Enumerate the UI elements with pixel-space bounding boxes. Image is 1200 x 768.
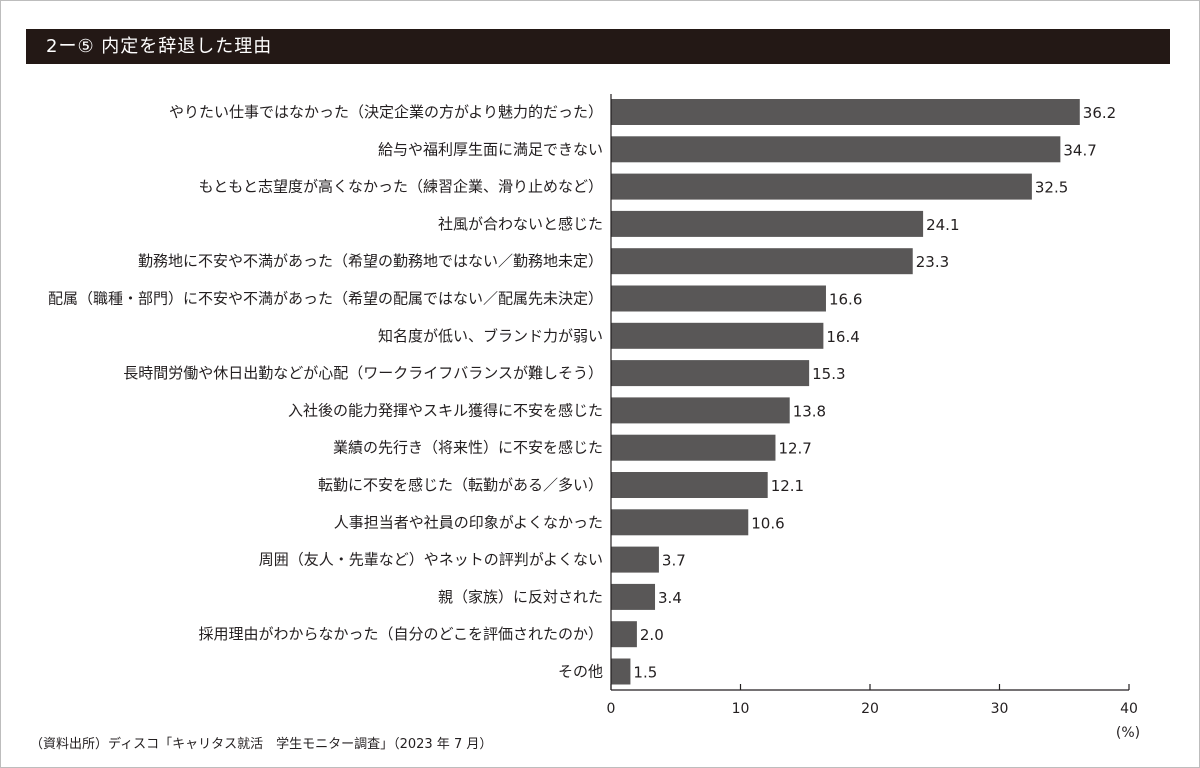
category-label: 業績の先行き（将来性）に不安を感じた xyxy=(333,439,603,457)
category-label: 周囲（友人・先輩など）やネットの評判がよくない xyxy=(259,551,603,569)
value-label: 12.1 xyxy=(771,477,804,495)
category-label: 知名度が低い、ブランド力が弱い xyxy=(378,327,603,345)
value-label: 3.4 xyxy=(658,589,682,607)
value-label: 15.3 xyxy=(812,365,845,383)
bar xyxy=(611,621,637,648)
category-label: もともと志望度が高くなかった（練習企業、滑り止めなど） xyxy=(199,178,603,196)
value-label: 36.2 xyxy=(1083,104,1116,122)
value-label: 24.1 xyxy=(926,216,959,234)
unit-label: (%) xyxy=(1116,725,1140,741)
value-label: 32.5 xyxy=(1035,179,1068,197)
bar xyxy=(611,99,1080,125)
bar xyxy=(611,173,1032,200)
category-label: 長時間労働や休日出勤などが心配（ワークライフバランスが難しそう） xyxy=(123,364,603,382)
bar xyxy=(611,546,659,573)
category-label: 採用理由がわからなかった（自分のどこを評価されたのか） xyxy=(198,625,603,643)
value-label: 16.6 xyxy=(829,291,862,309)
category-label: 親（家族）に反対された xyxy=(438,588,603,606)
category-label: 人事担当者や社員の印象がよくなかった xyxy=(334,513,603,531)
bar xyxy=(611,583,656,610)
bar xyxy=(611,248,913,275)
value-label: 34.7 xyxy=(1063,141,1096,159)
bar xyxy=(611,434,776,461)
value-label: 16.4 xyxy=(826,328,859,346)
chart-title: 2ー⑤ 内定を辞退した理由 xyxy=(26,29,1170,64)
bar xyxy=(611,397,790,424)
bar xyxy=(611,285,826,312)
x-tick-label: 40 xyxy=(1120,701,1138,717)
value-label: 13.8 xyxy=(793,402,826,420)
bars-layer xyxy=(611,99,1080,685)
value-label: 2.0 xyxy=(640,626,664,644)
x-tick-label: 20 xyxy=(861,701,879,717)
value-label: 3.7 xyxy=(662,552,686,570)
value-labels-layer: 36.2 34.7 32.5 24.1 23.3 16.6 16.4 15.3 13.8 12.7… xyxy=(633,104,1116,682)
category-label: その他 xyxy=(558,663,603,681)
value-label: 12.7 xyxy=(778,440,811,458)
category-label: 勤務地に不安や不満があった（希望の勤務地ではない／勤務地未定） xyxy=(138,252,603,270)
bar xyxy=(611,360,810,387)
bar xyxy=(611,472,768,498)
category-labels-layer: やりたい仕事ではなかった（決定企業の方がより魅力的だった） 給与や福利厚生面に満足… xyxy=(48,103,603,681)
source-note: （資料出所）ディスコ「キャリタス就活 学生モニター調査」（2023 年 7 月） xyxy=(30,737,493,752)
category-label: 入社後の能力発揮やスキル獲得に不安を感じた xyxy=(288,401,603,419)
category-label: やりたい仕事ではなかった（決定企業の方がより魅力的だった） xyxy=(169,103,603,121)
bar xyxy=(611,322,824,349)
bar xyxy=(611,509,749,536)
category-label: 配属（職種・部門）に不安や不満があった（希望の配属ではない／配属先未決定） xyxy=(48,290,603,308)
x-axis: 0 10 20 30 40 xyxy=(607,94,1138,717)
category-label: 給与や福利厚生面に満足できない xyxy=(378,140,603,158)
bar xyxy=(611,210,924,237)
bar xyxy=(611,136,1061,163)
category-label: 転勤に不安を感じた（転勤がある／多い） xyxy=(318,476,603,494)
x-tick-label: 10 xyxy=(732,701,750,717)
category-label: 社風が合わないと感じた xyxy=(438,215,603,233)
value-label: 23.3 xyxy=(916,253,949,271)
x-tick-label: 30 xyxy=(991,701,1009,717)
bar xyxy=(611,658,631,685)
value-label: 1.5 xyxy=(633,664,657,682)
x-tick-label: 0 xyxy=(607,701,616,717)
value-label: 10.6 xyxy=(751,514,784,532)
